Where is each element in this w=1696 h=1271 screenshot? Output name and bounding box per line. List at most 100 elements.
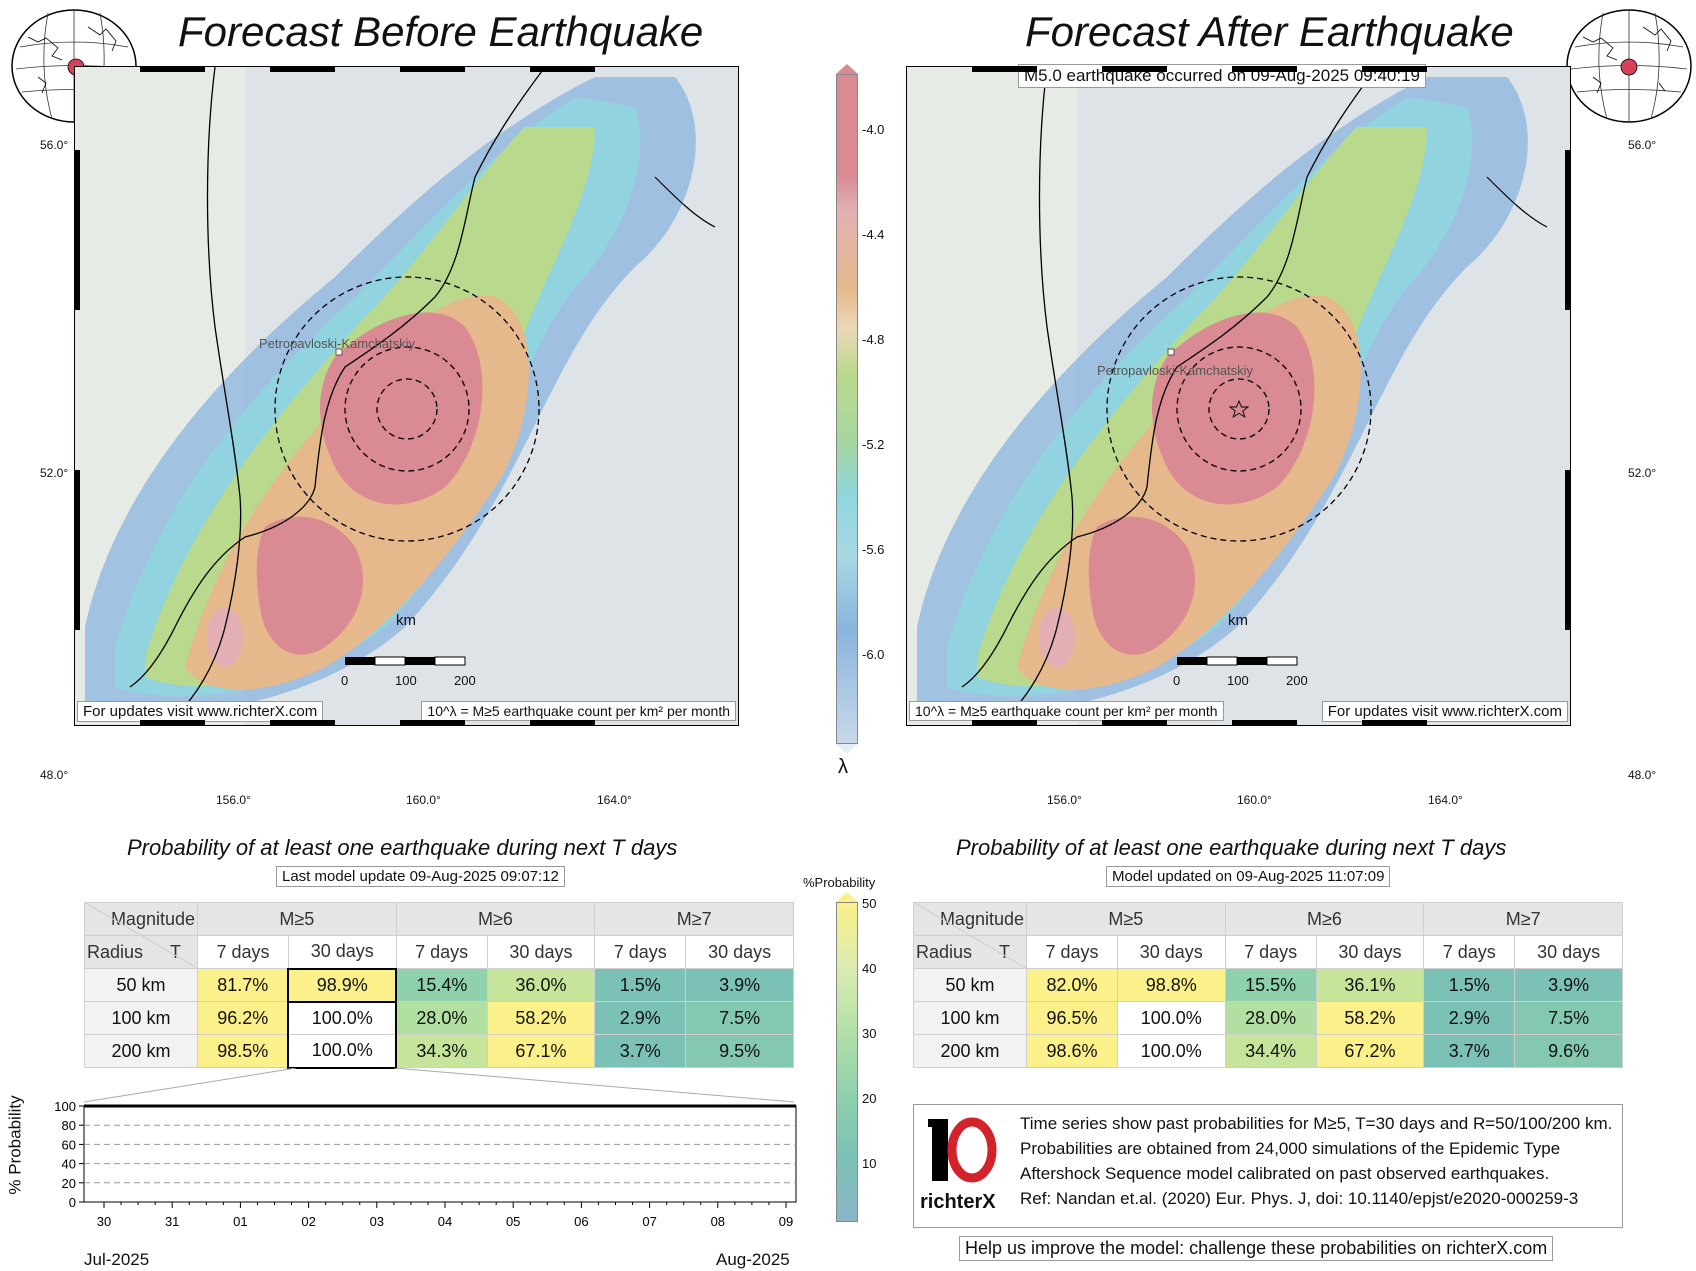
right-forecast-map[interactable]: Petropavloski-Kamchatskiy km 0 100 200 1… (906, 66, 1571, 726)
right-frame-top-3 (1232, 66, 1297, 72)
left-cell: 1.5% (594, 968, 687, 1002)
chart-x-tick-label: 08 (711, 1214, 725, 1229)
right-cell: 2.9% (1423, 1001, 1516, 1035)
right-cell: 96.5% (1026, 1001, 1118, 1035)
richterx-link[interactable]: Help us improve the model: challenge the… (959, 1236, 1554, 1261)
info-line-2: Probabilities are obtained from 24,000 s… (1020, 1139, 1561, 1158)
info-line-4: Ref: Nandan et.al. (2020) Eur. Phys. J, … (1020, 1189, 1579, 1208)
right-inset-globe (1566, 9, 1692, 123)
prob-tick-10: 10 (862, 1156, 877, 1171)
left-cell: 36.0% (486, 968, 596, 1002)
right-cell: 9.6% (1514, 1034, 1623, 1068)
prob-tick-50: 50 (862, 896, 877, 911)
epicenter-star-icon (1228, 399, 1250, 419)
left-corner-radius: Radius T (84, 935, 198, 969)
info-box: richterX Time series show past probabili… (913, 1104, 1623, 1228)
prob-colorbar-top-cap (836, 892, 858, 902)
prob-colorbar-title: %Probability (803, 875, 876, 890)
probability-time-series: 100 80 60 40 20 0 30 31 01 02 03 04 05 06 07 08 09 (54, 1099, 797, 1229)
chart-x-tick-label: 02 (301, 1214, 315, 1229)
right-frame-top (972, 66, 1037, 72)
chart-x-tick-label: 03 (370, 1214, 384, 1229)
left-period-3: 30 days (486, 935, 596, 969)
left-forecast-map[interactable]: Petropavloski-Kamchatskiy km 0 100 200 F… (74, 66, 739, 726)
right-radius-100: 100 km (913, 1001, 1027, 1035)
right-table-row: 100 km 96.5% 100.0% 28.0% 58.2% 2.9% 7.5… (913, 1001, 1623, 1035)
left-table-row: 100 km 96.2% 100.0% 28.0% 58.2% 2.9% 7.5… (84, 1001, 794, 1035)
right-lat-52: 52.0° (1628, 466, 1657, 480)
lambda-tick-2: -4.8 (862, 332, 885, 347)
right-cell: 34.4% (1224, 1034, 1317, 1068)
chart-plot-area (83, 1105, 797, 1203)
left-frame-bottom-2 (270, 720, 335, 726)
prob-colorbar (836, 902, 858, 1222)
right-frame-bottom (972, 720, 1037, 726)
right-period-2: 7 days (1224, 935, 1317, 969)
left-frame-top-2 (270, 66, 335, 72)
chart-y-tick-label: 40 (62, 1157, 76, 1172)
right-cell: 58.2% (1315, 1001, 1425, 1035)
left-table-row: 50 km 81.7% 98.9% 15.4% 36.0% 1.5% 3.9% (84, 967, 794, 1003)
right-table-heading: Probability of at least one earthquake d… (956, 835, 1507, 860)
right-cell: 36.1% (1315, 968, 1425, 1002)
right-radius-50: 50 km (913, 968, 1027, 1002)
left-cell: 3.9% (685, 968, 794, 1002)
right-mag-5: M≥5 (1026, 902, 1226, 936)
right-period-1: 30 days (1116, 935, 1226, 969)
chart-month-jul: Jul-2025 (84, 1250, 150, 1269)
left-frame-side (74, 150, 80, 310)
chart-ylabel: % Probability (5, 1095, 25, 1195)
left-scale-tick-100: 100 (395, 673, 417, 688)
left-cell: 100.0% (287, 1001, 398, 1035)
chart-x-tick-label: 05 (506, 1214, 520, 1229)
left-table-update: Last model update 09-Aug-2025 09:07:12 (276, 866, 565, 887)
left-period-4: 7 days (594, 935, 687, 969)
left-cell: 34.3% (395, 1034, 488, 1068)
left-cell: 15.4% (395, 968, 488, 1002)
lambda-colorbar-bottom-cap (836, 744, 858, 754)
right-period-5: 30 days (1514, 935, 1623, 969)
right-table-row: 200 km 98.6% 100.0% 34.4% 67.2% 3.7% 9.6… (913, 1034, 1623, 1068)
left-cell: 58.2% (486, 1001, 596, 1035)
left-lat-52: 52.0° (40, 466, 69, 480)
right-map-units-label: 10^λ = M≥5 earthquake count per km² per … (909, 701, 1224, 721)
left-lon-160: 160.0° (406, 793, 441, 807)
right-cell: 7.5% (1514, 1001, 1623, 1035)
left-cell: 81.7% (197, 968, 289, 1002)
left-mag-5: M≥5 (197, 902, 397, 936)
left-corner-diagonal (84, 902, 197, 968)
left-cell: 100.0% (287, 1034, 398, 1069)
left-cell: 2.9% (594, 1001, 687, 1035)
left-corner-magnitude-label: Magnitude (110, 908, 195, 929)
right-cell: 82.0% (1026, 968, 1118, 1002)
left-period-1: 30 days (287, 935, 397, 969)
right-cell: 28.0% (1224, 1001, 1317, 1035)
right-lon-164: 164.0° (1428, 793, 1463, 807)
right-corner-t-label: T (999, 941, 1010, 962)
left-frame-bottom-3 (400, 720, 465, 726)
lambda-tick-3: -5.2 (862, 437, 885, 452)
right-scale-tick-100: 100 (1227, 673, 1249, 688)
left-period-2: 7 days (395, 935, 488, 969)
lambda-tick-0: -4.0 (862, 122, 885, 137)
left-frame-side-2 (74, 470, 80, 630)
chart-y-tick-label: 20 (62, 1176, 76, 1191)
right-table-row: 50 km 82.0% 98.8% 15.5% 36.1% 1.5% 3.9% (913, 968, 1623, 1002)
right-cell: 98.6% (1026, 1034, 1118, 1068)
left-connector-lines (84, 1068, 795, 1103)
left-cell: 3.7% (594, 1034, 687, 1068)
right-map-url-label: For updates visit www.richterX.com (1321, 701, 1568, 722)
chart-x-tick-label: 31 (165, 1214, 179, 1229)
right-city-label: Petropavloski-Kamchatskiy (1097, 363, 1254, 378)
left-table-heading: Probability of at least one earthquake d… (127, 835, 678, 860)
chart-x-tick-label: 30 (97, 1214, 111, 1229)
left-radius-100: 100 km (84, 1001, 198, 1035)
left-period-5: 30 days (685, 935, 794, 969)
chart-y-tick-label: 60 (62, 1137, 76, 1152)
left-corner-magnitude: Magnitude (84, 902, 198, 936)
right-lon-156: 156.0° (1047, 793, 1082, 807)
right-period-3: 30 days (1315, 935, 1425, 969)
left-frame-bottom-4 (530, 720, 595, 726)
right-frame-side (1565, 150, 1571, 310)
right-radius-200: 200 km (913, 1034, 1027, 1068)
